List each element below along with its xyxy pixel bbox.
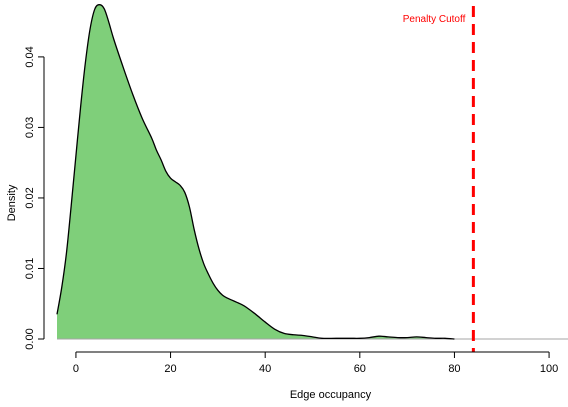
- plot-layer: [56, 4, 568, 352]
- penalty-cutoff-label: Penalty Cutoff: [403, 14, 466, 25]
- density-curve-line: [56, 4, 455, 340]
- y-tick-label: 0.02: [24, 187, 36, 208]
- axes-layer: 0 20 40 60 80 100 0.00 0.01 0.02 0.03 0.04: [24, 46, 558, 375]
- x-tick-label: 0: [73, 363, 79, 375]
- density-area-fill: [57, 4, 455, 340]
- y-axis-label: Density: [6, 184, 18, 221]
- x-tick-label: 60: [354, 363, 366, 375]
- y-tick-label: 0.00: [24, 328, 36, 349]
- x-tick-label: 80: [448, 363, 460, 375]
- y-tick-label: 0.01: [24, 258, 36, 279]
- x-tick-label: 20: [164, 363, 176, 375]
- x-tick-label: 40: [259, 363, 271, 375]
- y-tick-label: 0.03: [24, 117, 36, 138]
- x-tick-label: 100: [540, 363, 558, 375]
- y-tick-label: 0.04: [24, 46, 36, 67]
- x-axis-label: Edge occupancy: [290, 389, 372, 401]
